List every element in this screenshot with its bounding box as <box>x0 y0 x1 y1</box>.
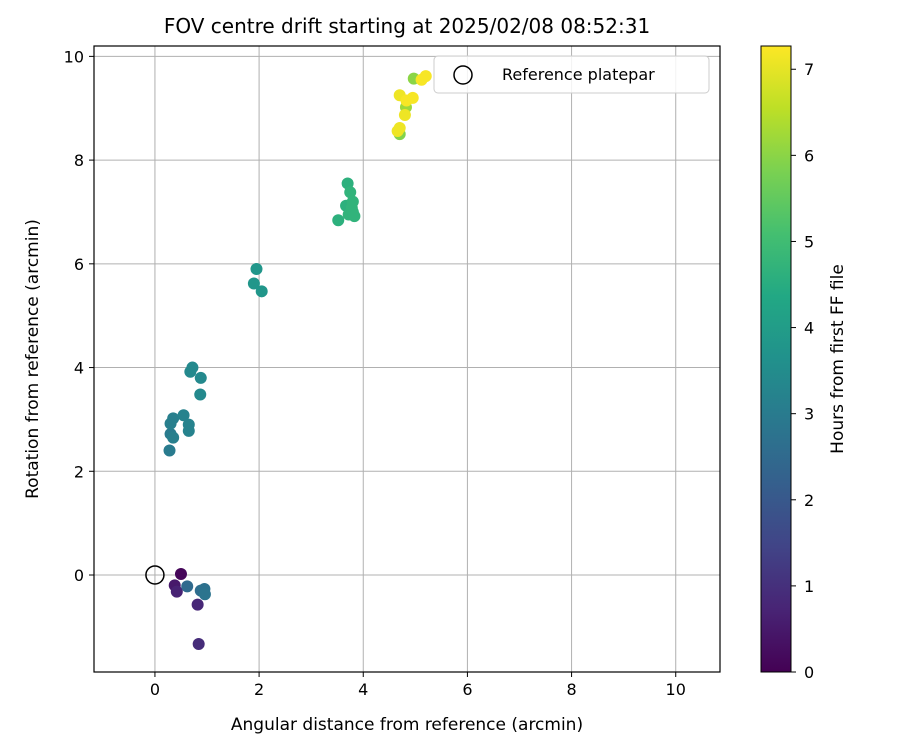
y-tick-label: 4 <box>74 359 84 378</box>
data-point <box>394 122 406 134</box>
data-points <box>164 70 432 650</box>
legend: Reference platepar <box>434 56 709 93</box>
colorbar-tick-label: 3 <box>804 405 814 424</box>
data-point <box>194 389 206 401</box>
data-point <box>164 445 176 457</box>
x-tick-label: 6 <box>462 680 472 699</box>
y-axis-label: Rotation from reference (arcmin) <box>23 219 43 499</box>
data-point <box>420 70 432 82</box>
x-tick-label: 2 <box>254 680 264 699</box>
chart-title: FOV centre drift starting at 2025/02/08 … <box>164 14 650 38</box>
data-point <box>195 372 207 384</box>
colorbar-tick-label: 7 <box>804 60 814 79</box>
y-tick-label: 2 <box>74 462 84 481</box>
colorbar-ticks: 0 1 2 3 4 5 6 7 <box>791 60 814 682</box>
colorbar-tick-label: 5 <box>804 232 814 251</box>
colorbar-label: Hours from first FF file <box>828 264 848 454</box>
colorbar-tick-label: 2 <box>804 491 814 510</box>
grid-lines <box>94 46 720 672</box>
y-axis-ticks: 0 2 4 6 8 10 <box>64 47 94 585</box>
data-point <box>399 109 411 121</box>
y-tick-label: 8 <box>74 151 84 170</box>
x-tick-label: 8 <box>566 680 576 699</box>
legend-entry-reference: Reference platepar <box>502 65 655 84</box>
data-point <box>250 263 262 275</box>
y-tick-label: 10 <box>64 47 84 66</box>
y-tick-label: 0 <box>74 566 84 585</box>
data-point <box>183 425 195 437</box>
plot-frame <box>94 46 720 672</box>
data-point <box>192 599 204 611</box>
data-point <box>332 214 344 226</box>
x-axis-ticks: 0 2 4 6 8 10 <box>150 672 686 699</box>
x-axis-label: Angular distance from reference (arcmin) <box>231 715 583 735</box>
data-point <box>348 210 360 222</box>
colorbar-gradient <box>761 46 791 672</box>
data-point <box>186 362 198 374</box>
data-point <box>199 588 211 600</box>
data-point <box>171 586 183 598</box>
y-tick-label: 6 <box>74 255 84 274</box>
data-point <box>256 285 268 297</box>
data-point <box>193 638 205 650</box>
colorbar-tick-label: 4 <box>804 319 814 338</box>
scatter-chart: FOV centre drift starting at 2025/02/08 … <box>0 0 900 750</box>
x-tick-label: 10 <box>666 680 686 699</box>
data-point <box>167 432 179 444</box>
colorbar-tick-label: 0 <box>804 663 814 682</box>
data-point <box>347 196 359 208</box>
colorbar: 0 1 2 3 4 5 6 7 Hours from first FF file <box>761 46 848 682</box>
data-point <box>167 412 179 424</box>
data-point <box>175 568 187 580</box>
data-point <box>181 580 193 592</box>
colorbar-tick-label: 6 <box>804 146 814 165</box>
x-tick-label: 4 <box>358 680 368 699</box>
x-tick-label: 0 <box>150 680 160 699</box>
colorbar-tick-label: 1 <box>804 577 814 596</box>
data-point <box>407 92 419 104</box>
